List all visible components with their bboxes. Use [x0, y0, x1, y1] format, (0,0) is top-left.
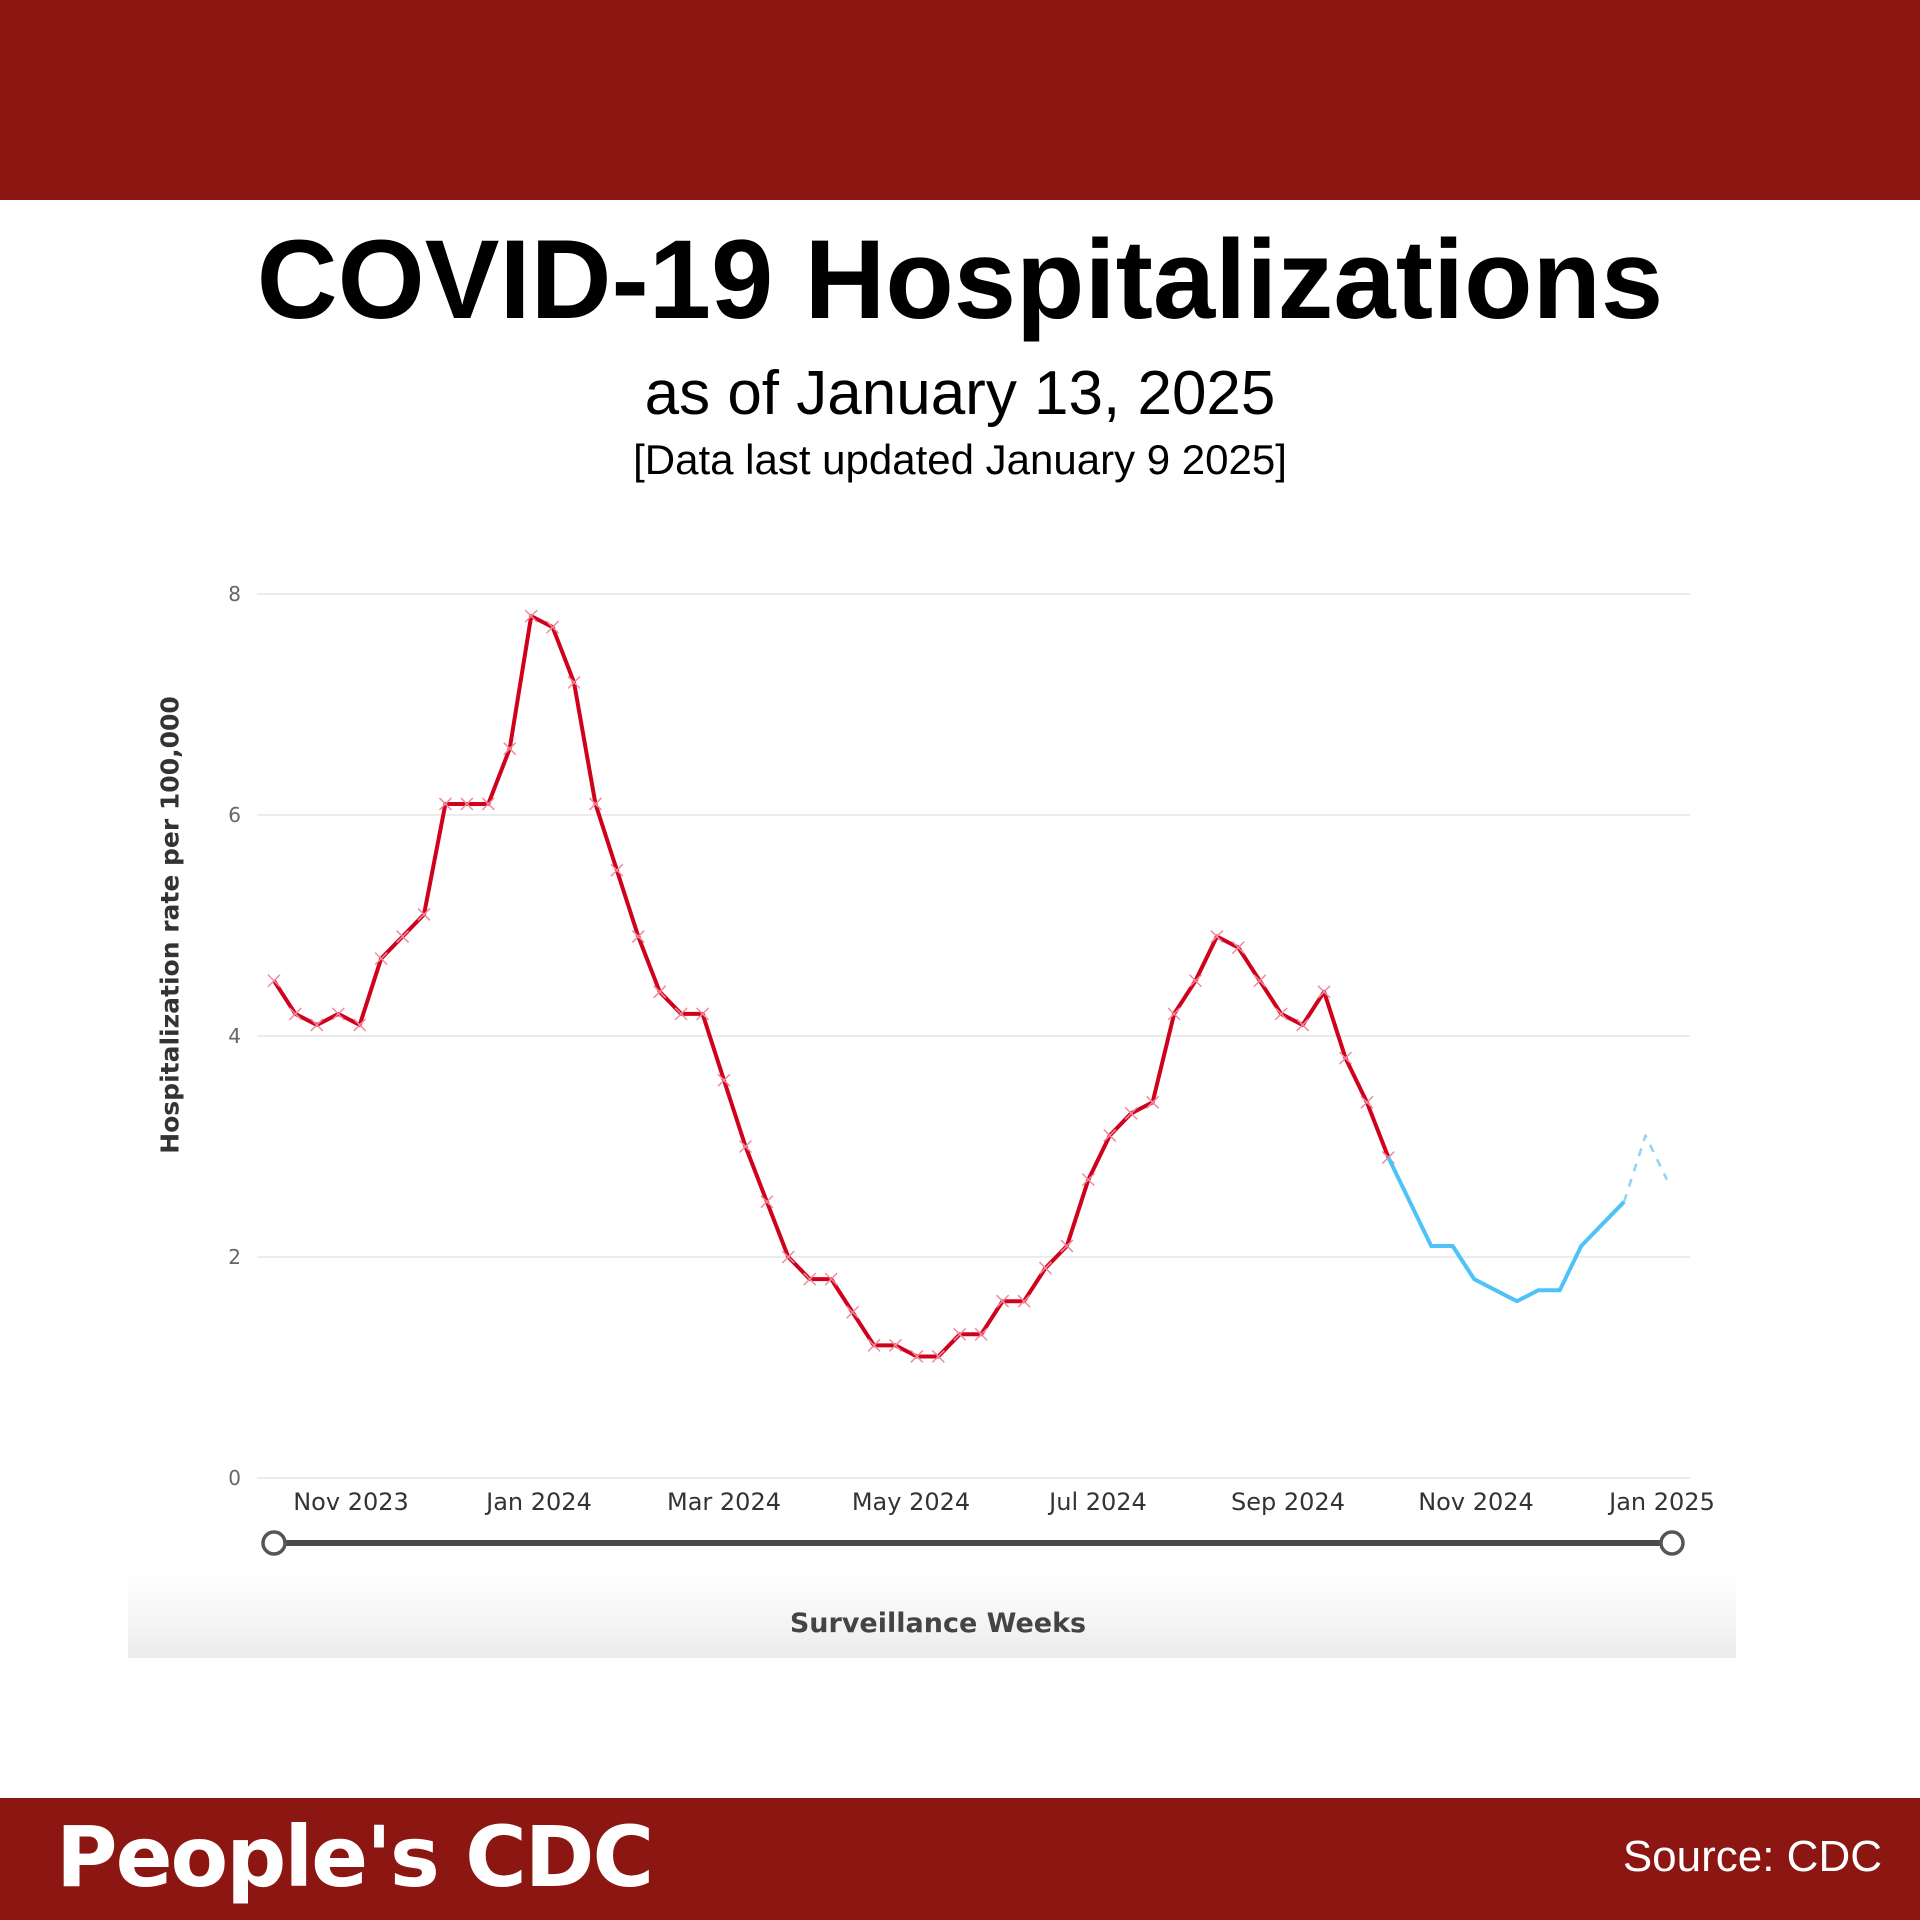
- data-point-marker: [674, 1007, 688, 1021]
- top-banner: [0, 0, 1920, 200]
- data-point-marker: [824, 1272, 838, 1286]
- data-point-marker: [417, 907, 431, 921]
- bottom-banner: [0, 1798, 1920, 1920]
- data-point-marker: [481, 797, 495, 811]
- data-point-marker: [1124, 1106, 1138, 1120]
- y-tick-label: 2: [228, 1245, 241, 1269]
- data-point-marker: [1103, 1128, 1117, 1142]
- data-point-marker: [546, 620, 560, 634]
- y-tick-label: 6: [228, 803, 241, 827]
- x-tick-label: Jan 2024: [484, 1488, 592, 1516]
- data-point-marker: [953, 1327, 967, 1341]
- projected-series-line: [1622, 1134, 1669, 1203]
- data-point-marker: [974, 1327, 988, 1341]
- range-slider-end-handle[interactable]: [1659, 1530, 1685, 1556]
- x-tick-label: May 2024: [852, 1488, 970, 1516]
- data-point-marker: [396, 930, 410, 944]
- data-point-marker: [653, 985, 667, 999]
- data-point-marker: [1317, 985, 1331, 999]
- data-point-marker: [1146, 1095, 1160, 1109]
- data-point-marker: [460, 797, 474, 811]
- data-point-marker: [1167, 1007, 1181, 1021]
- confirmed-series-line: [272, 614, 1391, 1359]
- x-tick-label: Nov 2023: [293, 1488, 409, 1516]
- data-point-marker: [310, 1018, 324, 1032]
- data-point-marker: [888, 1338, 903, 1352]
- data-point-marker: [374, 952, 388, 966]
- y-tick-label: 4: [228, 1024, 241, 1048]
- data-point-marker: [803, 1272, 817, 1286]
- as-of-date: as of January 13, 2025: [644, 359, 1276, 428]
- data-point-marker: [867, 1338, 881, 1352]
- data-point-marker: [738, 1139, 752, 1154]
- x-tick-label: Jul 2024: [1047, 1488, 1147, 1516]
- data-point-marker: [760, 1195, 774, 1209]
- data-point-marker: [267, 974, 281, 988]
- data-point-marker: [846, 1305, 860, 1319]
- x-tick-label: Nov 2024: [1418, 1488, 1534, 1516]
- data-point-marker: [438, 797, 452, 811]
- data-point-marker: [503, 742, 517, 756]
- data-point-marker: [1338, 1051, 1353, 1065]
- data-point-marker: [1188, 974, 1203, 988]
- x-axis-title: Surveillance Weeks: [789, 1608, 1087, 1639]
- data-point-marker: [696, 1007, 710, 1021]
- x-tick-label: Jan 2025: [1607, 1488, 1715, 1516]
- data-point-marker: [931, 1349, 945, 1363]
- y-tick-label: 0: [228, 1466, 241, 1490]
- data-point-marker: [331, 1007, 345, 1021]
- y-tick-label: 8: [228, 582, 241, 606]
- recent-series-line: [1386, 1156, 1626, 1304]
- data-point-marker: [610, 863, 624, 877]
- data-point-marker: [1231, 941, 1245, 955]
- peoples-cdc-logo: People's CDC: [56, 1808, 654, 1906]
- x-tick-label: Mar 2024: [667, 1488, 781, 1516]
- data-point-marker: [781, 1250, 795, 1264]
- data-point-marker: [288, 1007, 302, 1021]
- data-point-marker: [1060, 1239, 1074, 1253]
- data-point-marker: [1038, 1261, 1053, 1275]
- range-slider-start-handle[interactable]: [261, 1530, 287, 1556]
- x-axis-title-bar: [128, 1575, 1736, 1658]
- data-point-marker: [996, 1294, 1010, 1308]
- data-point-marker: [1296, 1018, 1310, 1032]
- data-point-marker: [1253, 974, 1267, 988]
- x-tick-label: Sep 2024: [1231, 1488, 1345, 1516]
- data-point-marker: [1017, 1294, 1031, 1308]
- data-point-marker: [524, 609, 538, 623]
- data-updated-note: [Data last updated January 9 2025]: [633, 436, 1287, 483]
- data-point-marker: [1081, 1173, 1095, 1187]
- data-point-marker: [1360, 1095, 1374, 1109]
- data-point-marker: [717, 1073, 731, 1087]
- data-point-marker: [567, 675, 581, 689]
- data-point-marker: [910, 1349, 924, 1363]
- data-point-marker: [1274, 1007, 1288, 1021]
- data-point-marker: [1210, 930, 1224, 944]
- page-title: COVID-19 Hospitalizations: [256, 217, 1664, 342]
- data-point-marker: [631, 930, 645, 944]
- data-point-marker: [588, 797, 602, 811]
- data-point-marker: [353, 1018, 367, 1032]
- source-credit: Source: CDC: [1622, 1832, 1882, 1881]
